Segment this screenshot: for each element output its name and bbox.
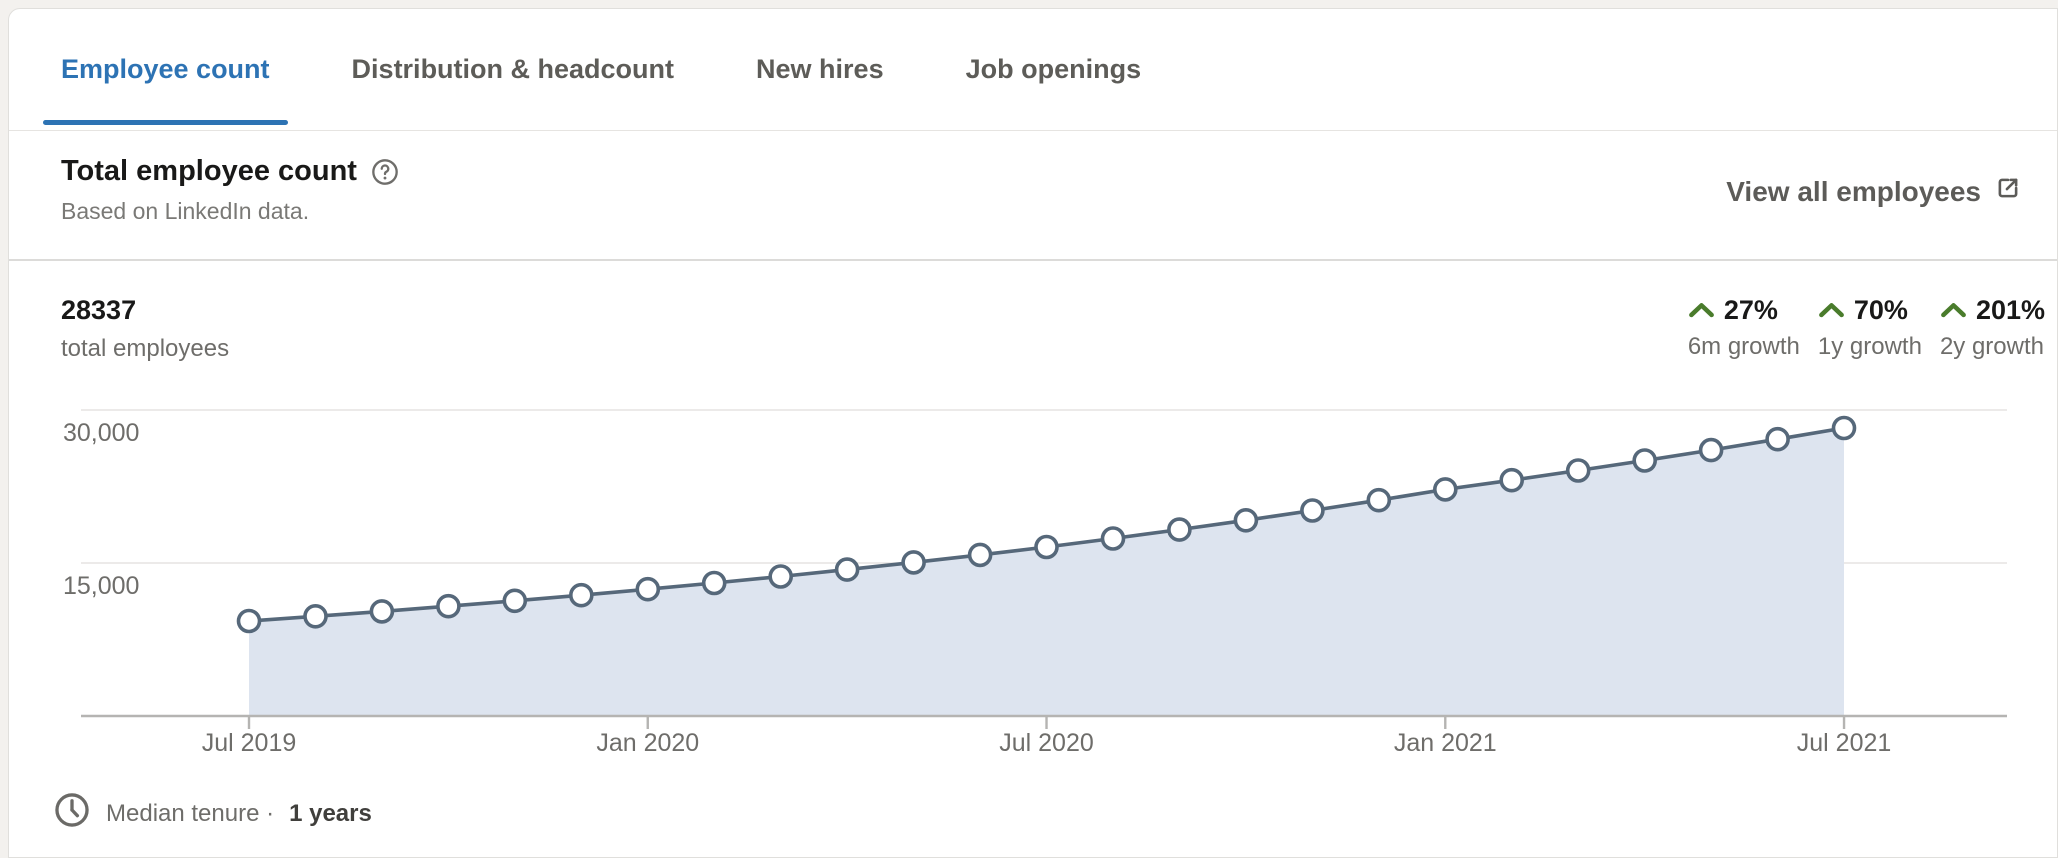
total-employees-value: 28337	[61, 295, 137, 325]
stats-row: 28337 total employees 27% 6m growth 70	[9, 261, 2057, 401]
chart-point[interactable]	[1632, 448, 1657, 473]
chart-point[interactable]	[236, 608, 262, 634]
view-all-label: View all employees	[1726, 175, 1981, 207]
chart-point[interactable]	[1034, 534, 1059, 560]
chart-point[interactable]	[1499, 467, 1524, 493]
employee-count-area-chart: 30,000 15,000 Jul 2019 Jan 2020 Jul 2020 Jan …	[63, 409, 2007, 757]
chart-point[interactable]	[1233, 508, 1259, 533]
chart-point[interactable]	[1433, 477, 1458, 502]
chart-point[interactable]	[1167, 517, 1192, 542]
chart-point[interactable]	[967, 542, 993, 568]
median-tenure-value: 1 years	[289, 799, 372, 827]
caret-up-icon	[1688, 302, 1715, 319]
chart-point[interactable]	[1831, 415, 1857, 441]
median-tenure-label: Median tenure ·	[106, 799, 275, 827]
external-link-icon	[1995, 175, 2021, 208]
help-icon[interactable]	[371, 158, 399, 186]
chart-point[interactable]	[834, 557, 860, 582]
chart-area-fill	[249, 428, 1844, 716]
section-header: Total employee count Based on LinkedIn d…	[9, 131, 2057, 261]
tab-job-openings[interactable]: Job openings	[948, 9, 1160, 130]
tab-label: Job openings	[965, 54, 1142, 84]
growth-1y: 70% 1y growth	[1818, 295, 1922, 361]
section-title: Total employee count	[61, 155, 357, 187]
total-employees-stat: 28337 total employees	[61, 295, 229, 363]
x-axis-tick-label: Jul 2021	[1797, 729, 1892, 757]
x-axis-tick-label: Jan 2020	[596, 729, 699, 757]
caret-up-icon	[1940, 302, 1967, 319]
tab-label: New hires	[756, 54, 884, 84]
clock-icon	[53, 791, 91, 836]
y-axis-tick-label: 30,000	[63, 419, 139, 447]
chart-point[interactable]	[568, 582, 594, 608]
section-subtitle: Based on LinkedIn data.	[61, 198, 310, 224]
chart-point[interactable]	[502, 588, 528, 614]
insights-tab-bar: Employee count Distribution & headcount …	[9, 9, 2057, 131]
growth-stats: 27% 6m growth 70% 1y growth 20	[1688, 295, 2045, 361]
chart-point[interactable]	[303, 604, 328, 629]
chart-point[interactable]	[1366, 487, 1392, 513]
x-axis-tick-label: Jul 2019	[202, 729, 297, 757]
chart-point[interactable]	[1100, 526, 1126, 551]
chart-point[interactable]	[1300, 498, 1325, 523]
chart-point[interactable]	[635, 576, 661, 602]
chart-point[interactable]	[901, 550, 926, 575]
x-axis-tick-label: Jul 2020	[999, 729, 1094, 757]
tab-label: Distribution & headcount	[351, 54, 675, 84]
chart-point[interactable]	[436, 593, 461, 619]
tab-label: Employee count	[61, 54, 270, 84]
tab-new-hires[interactable]: New hires	[738, 9, 902, 130]
tab-distribution-headcount[interactable]: Distribution & headcount	[334, 9, 692, 130]
tab-employee-count[interactable]: Employee count	[43, 9, 288, 130]
growth-percent: 201%	[1975, 295, 2045, 325]
total-employees-label: total employees	[61, 335, 230, 362]
growth-percent: 70%	[1853, 295, 1908, 325]
growth-percent: 27%	[1723, 295, 1778, 325]
chart-point[interactable]	[1698, 437, 1724, 463]
employee-insights-card: Employee count Distribution & headcount …	[8, 8, 2058, 858]
chart-point[interactable]	[1765, 426, 1790, 452]
growth-label: 6m growth	[1687, 333, 1800, 360]
view-all-employees-link[interactable]: View all employees	[1726, 175, 2021, 208]
y-axis-tick-label: 15,000	[63, 572, 139, 600]
x-axis-tick-label: Jan 2021	[1394, 729, 1497, 757]
growth-label: 2y growth	[1939, 333, 2044, 360]
chart-point[interactable]	[701, 570, 727, 596]
chart-point[interactable]	[768, 564, 794, 589]
growth-2y: 201% 2y growth	[1940, 295, 2045, 361]
caret-up-icon	[1818, 302, 1845, 319]
median-tenure-row: Median tenure · 1 years	[53, 791, 372, 836]
chart-point[interactable]	[1565, 458, 1591, 483]
growth-label: 1y growth	[1817, 333, 1922, 360]
growth-6m: 27% 6m growth	[1688, 295, 1800, 361]
chart-point[interactable]	[369, 599, 395, 624]
